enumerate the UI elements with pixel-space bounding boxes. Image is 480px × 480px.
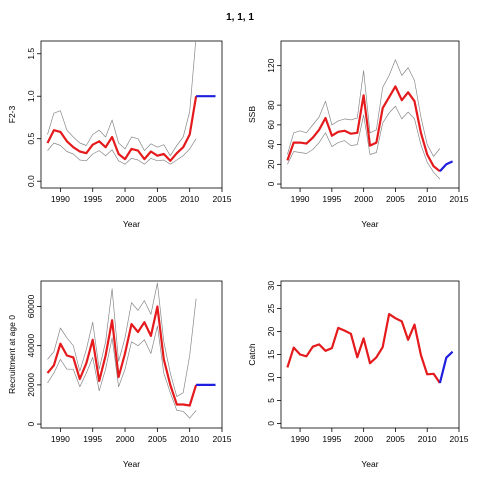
plot-frame <box>40 280 223 429</box>
plot-frame <box>40 40 223 189</box>
y-tick-label: 40000 <box>26 334 36 358</box>
y-tick-label: 60 <box>266 120 276 130</box>
x-tick-label: 2005 <box>386 194 405 204</box>
series-lower-line <box>47 325 197 419</box>
x-tick-label: 2010 <box>418 434 437 444</box>
series-upper-line <box>47 282 197 397</box>
series-lower-line <box>287 105 441 180</box>
y-axis-label: Catch <box>247 343 257 365</box>
x-tick-label: 1995 <box>322 194 341 204</box>
y-tick-label: 0.5 <box>26 133 36 145</box>
x-tick-label: 2015 <box>450 434 469 444</box>
y-tick-label: 5 <box>266 398 276 403</box>
x-tick-label: 2015 <box>213 194 232 204</box>
y-tick-label: 10 <box>266 372 276 382</box>
x-axis-label: Year <box>361 459 378 469</box>
x-tick-label: 2010 <box>418 194 437 204</box>
series-forecast-line <box>439 160 454 172</box>
series-central-line <box>286 85 441 173</box>
x-tick-label: 1990 <box>291 194 310 204</box>
x-tick-label: 1990 <box>291 434 310 444</box>
y-tick-label: 20000 <box>26 373 36 397</box>
y-tick-label: 1.5 <box>26 48 36 60</box>
series-forecast-line <box>438 350 454 384</box>
x-tick-label: 2000 <box>116 194 135 204</box>
plot-frame <box>280 40 460 189</box>
series-central-line <box>46 96 198 162</box>
series-upper-line <box>287 59 441 157</box>
x-tick-label: 1990 <box>51 194 70 204</box>
y-tick-label: 0 <box>266 421 276 426</box>
y-tick-label: 120 <box>266 58 276 72</box>
x-tick-label: 2000 <box>354 194 373 204</box>
x-axis-label: Year <box>361 219 378 229</box>
x-axis-label: Year <box>123 219 140 229</box>
x-tick-label: 1995 <box>83 194 102 204</box>
y-tick-label: 15 <box>266 350 276 360</box>
x-tick-label: 2005 <box>148 194 167 204</box>
y-tick-label: 0 <box>266 181 276 186</box>
panel-catch: 1990 1995 2000 2005 2010 2015 0 5 10 15 20 25 30 Year… <box>247 280 469 469</box>
x-tick-label: 1990 <box>51 434 70 444</box>
y-tick-label: 60000 <box>26 294 36 318</box>
y-tick-label: 0 <box>26 421 36 426</box>
y-tick-label: 20 <box>266 327 276 337</box>
x-tick-label: 2000 <box>116 434 135 444</box>
y-axis-label: SSB <box>247 106 257 123</box>
series-central-line <box>286 313 441 384</box>
y-axis-label: F2-3 <box>7 105 17 123</box>
x-tick-label: 2015 <box>450 194 469 204</box>
y-tick-label: 30 <box>266 281 276 291</box>
panel-f: 1990 1995 2000 2005 2010 2015 0.0 0.5 1.0 1.5 Year… <box>7 40 232 229</box>
x-tick-label: 1995 <box>83 434 102 444</box>
series-lower-line <box>47 138 197 165</box>
x-tick-label: 2015 <box>213 434 232 444</box>
x-tick-label: 2005 <box>148 434 167 444</box>
x-tick-label: 1995 <box>322 434 341 444</box>
x-tick-label: 2000 <box>354 434 373 444</box>
x-axis-label: Year <box>123 459 140 469</box>
figure-title: 1, 1, 1 <box>226 12 254 23</box>
y-tick-label: 1.0 <box>26 90 36 102</box>
y-tick-label: 80 <box>266 100 276 110</box>
y-tick-label: 40 <box>266 140 276 150</box>
y-tick-label: 0.0 <box>26 175 36 187</box>
x-tick-label: 2005 <box>386 434 405 444</box>
x-tick-label: 2010 <box>180 434 199 444</box>
y-tick-label: 25 <box>266 304 276 314</box>
series-upper-line <box>47 41 197 157</box>
x-tick-label: 2010 <box>180 194 199 204</box>
panel-recruitment: 1990 1995 2000 2005 2010 2015 0 20000 40000 60000… <box>7 280 232 469</box>
y-axis-label: Recruitment at age 0 <box>7 315 17 394</box>
series-central-line <box>46 305 198 407</box>
y-tick-label: 20 <box>266 159 276 169</box>
panel-ssb: 1990 1995 2000 2005 2010 2015 0 20 40 60 80 120 Year… <box>247 40 469 229</box>
